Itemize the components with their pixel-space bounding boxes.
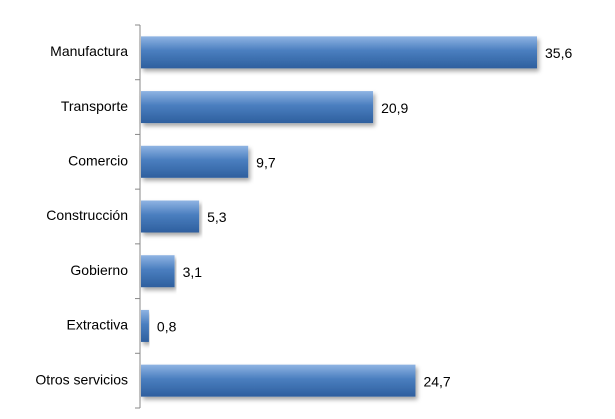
data-label: 9,7	[256, 154, 276, 170]
data-label: 0,8	[157, 319, 177, 335]
bar	[141, 200, 200, 233]
data-label: 3,1	[183, 264, 203, 280]
data-label: 20,9	[381, 100, 408, 116]
bar	[141, 364, 416, 397]
bar	[141, 145, 249, 178]
bar	[141, 36, 537, 69]
y-tick-label: Extractiva	[67, 317, 129, 333]
data-label: 35,6	[545, 45, 572, 61]
y-tick-label: Otros servicios	[35, 371, 128, 387]
y-tick-label: Construcción	[46, 207, 128, 223]
y-tick-label: Comercio	[68, 152, 128, 168]
bar	[141, 255, 175, 288]
bar	[141, 91, 374, 124]
y-tick-label: Gobierno	[70, 262, 128, 278]
data-label: 5,3	[207, 209, 227, 225]
bar	[141, 309, 149, 342]
data-label: 24,7	[423, 373, 450, 389]
y-tick-label: Manufactura	[50, 43, 128, 59]
y-tick-label: Transporte	[61, 98, 128, 114]
